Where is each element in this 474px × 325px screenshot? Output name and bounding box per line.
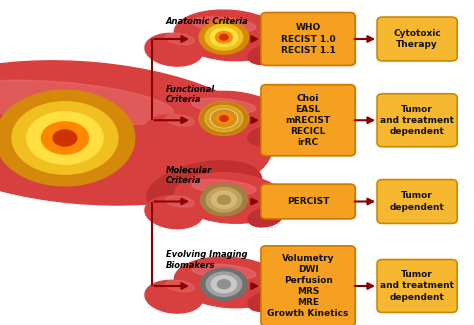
Ellipse shape <box>145 115 203 147</box>
Text: Cytotoxic
Therapy: Cytotoxic Therapy <box>393 29 441 49</box>
Ellipse shape <box>248 293 282 311</box>
Circle shape <box>206 106 242 131</box>
Text: Functional
Criteria: Functional Criteria <box>166 84 215 104</box>
Circle shape <box>216 113 232 124</box>
FancyBboxPatch shape <box>261 85 355 156</box>
Text: Tumor
and treatment
dependent: Tumor and treatment dependent <box>380 105 454 136</box>
FancyBboxPatch shape <box>377 94 457 147</box>
Circle shape <box>201 268 247 300</box>
Circle shape <box>12 102 118 174</box>
Ellipse shape <box>145 33 203 66</box>
Circle shape <box>210 109 237 128</box>
Ellipse shape <box>174 91 285 142</box>
Ellipse shape <box>165 196 194 207</box>
Ellipse shape <box>192 179 256 195</box>
Circle shape <box>201 102 247 135</box>
Circle shape <box>206 272 242 296</box>
Ellipse shape <box>192 17 256 32</box>
Ellipse shape <box>248 208 282 227</box>
FancyBboxPatch shape <box>377 179 457 224</box>
Ellipse shape <box>248 46 282 64</box>
Circle shape <box>199 20 249 54</box>
Circle shape <box>201 184 247 216</box>
Ellipse shape <box>165 33 194 45</box>
Circle shape <box>41 122 89 154</box>
Ellipse shape <box>147 161 262 216</box>
Ellipse shape <box>165 280 194 292</box>
Text: Volumetry
DWI
Perfusion
MRS
MRE
Growth Kinetics: Volumetry DWI Perfusion MRS MRE Growth K… <box>267 254 349 318</box>
Circle shape <box>211 276 237 293</box>
FancyBboxPatch shape <box>261 184 355 219</box>
Ellipse shape <box>192 264 256 280</box>
Text: Evolving Imaging
Biomakers: Evolving Imaging Biomakers <box>166 250 247 270</box>
Circle shape <box>210 28 237 46</box>
Text: Choi
EASL
mRECIST
RECICL
irRC: Choi EASL mRECIST RECICL irRC <box>285 94 331 147</box>
Text: Anatomic Criteria: Anatomic Criteria <box>166 17 249 26</box>
Circle shape <box>205 106 243 131</box>
Ellipse shape <box>174 257 285 308</box>
FancyBboxPatch shape <box>377 259 457 313</box>
Ellipse shape <box>145 280 203 313</box>
Circle shape <box>216 32 232 43</box>
Circle shape <box>220 34 228 40</box>
FancyBboxPatch shape <box>261 12 355 66</box>
Ellipse shape <box>145 196 203 228</box>
Circle shape <box>220 116 228 121</box>
FancyBboxPatch shape <box>261 246 355 325</box>
Circle shape <box>206 188 242 212</box>
Ellipse shape <box>174 173 285 223</box>
Ellipse shape <box>165 114 194 126</box>
Ellipse shape <box>192 98 256 114</box>
Circle shape <box>211 191 237 208</box>
Text: Molecular
Criteria: Molecular Criteria <box>166 166 212 185</box>
Ellipse shape <box>0 61 273 205</box>
Circle shape <box>27 112 103 164</box>
Circle shape <box>218 280 230 289</box>
Circle shape <box>0 90 135 186</box>
Circle shape <box>218 195 230 204</box>
Circle shape <box>211 110 237 127</box>
Text: Tumor
and treatment
dependent: Tumor and treatment dependent <box>380 270 454 302</box>
Circle shape <box>199 101 249 136</box>
Ellipse shape <box>0 80 173 125</box>
Circle shape <box>205 24 243 50</box>
Text: WHO
RECIST 1.0
RECIST 1.1: WHO RECIST 1.0 RECIST 1.1 <box>281 23 336 55</box>
Circle shape <box>53 130 77 146</box>
Text: Tumor
dependent: Tumor dependent <box>390 191 445 212</box>
FancyBboxPatch shape <box>377 17 457 61</box>
Ellipse shape <box>248 127 282 146</box>
Ellipse shape <box>174 10 285 61</box>
Text: PERCIST: PERCIST <box>287 197 329 206</box>
